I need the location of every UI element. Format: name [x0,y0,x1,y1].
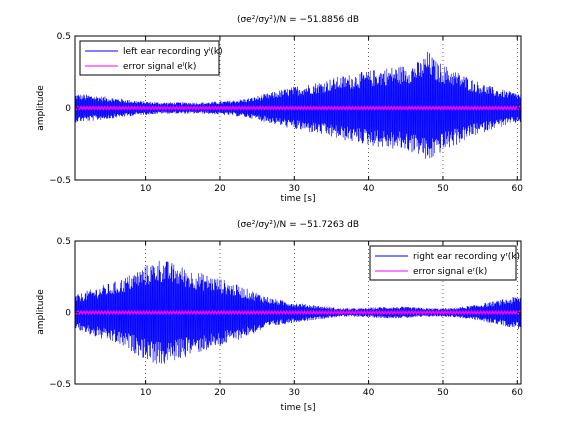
top-subplot: 10 20 30 40 50 60 −0.5 0 0.5 (σe²/σy²)/N = −51.8… [36,15,523,204]
bottom-legend-box [369,245,517,281]
top-xtick-label-10: 10 [140,184,152,194]
bottom-subplot: 10 20 30 40 50 60 −0.5 0 0.5 (σe²/σy²)/N = −51.7… [36,220,523,413]
top-y-axis-label: amplitude [36,85,46,131]
bottom-legend: right ear recording yʳ(k) error signal e… [369,245,520,281]
top-ytick-label-1: 0 [65,104,71,114]
top-series [74,52,522,159]
top-xtick-label-40: 40 [363,184,375,194]
bottom-ytick-label-0: −0.5 [49,380,71,390]
bottom-xtick-label-10: 10 [140,388,152,398]
top-x-axis-label: time [s] [281,194,316,204]
bottom-ytick-label-1: 0 [65,309,71,319]
top-ytick-label-0: −0.5 [49,176,71,186]
bottom-error-line [74,309,522,316]
top-xtick-label-50: 50 [437,184,449,194]
top-xtick-label-60: 60 [512,184,524,194]
bottom-xtick-label-40: 40 [363,388,375,398]
bottom-xtick-label-20: 20 [214,388,226,398]
bottom-x-axis-label: time [s] [281,403,316,413]
bottom-title: (σe²/σy²)/N = −51.7263 dB [237,220,359,230]
top-xtick-label-20: 20 [214,184,226,194]
top-legend-label-error: error signal eˡ(k) [123,62,196,72]
bottom-ticks: 10 20 30 40 50 60 −0.5 0 0.5 [49,237,523,398]
top-legend: left ear recording yˡ(k) error signal eˡ… [79,40,223,76]
bottom-xtick-label-50: 50 [437,388,449,398]
bottom-xtick-label-30: 30 [289,388,301,398]
bottom-series [74,260,522,364]
bottom-y-axis-label: amplitude [36,289,46,335]
top-legend-box [79,40,220,76]
top-ytick-label-2: 0.5 [57,32,71,42]
top-ticks: 10 20 30 40 50 60 −0.5 0 0.5 [49,32,523,194]
top-xtick-label-30: 30 [289,184,301,194]
bottom-xtick-label-60: 60 [512,388,524,398]
bottom-ytick-label-2: 0.5 [57,237,71,247]
bottom-legend-label-error: error signal eʳ(k) [413,267,487,277]
top-legend-label-recording: left ear recording yˡ(k) [123,47,223,57]
top-title: (σe²/σy²)/N = −51.8856 dB [237,15,359,25]
bottom-legend-label-recording: right ear recording yʳ(k) [413,252,520,262]
top-error-line [74,105,522,111]
